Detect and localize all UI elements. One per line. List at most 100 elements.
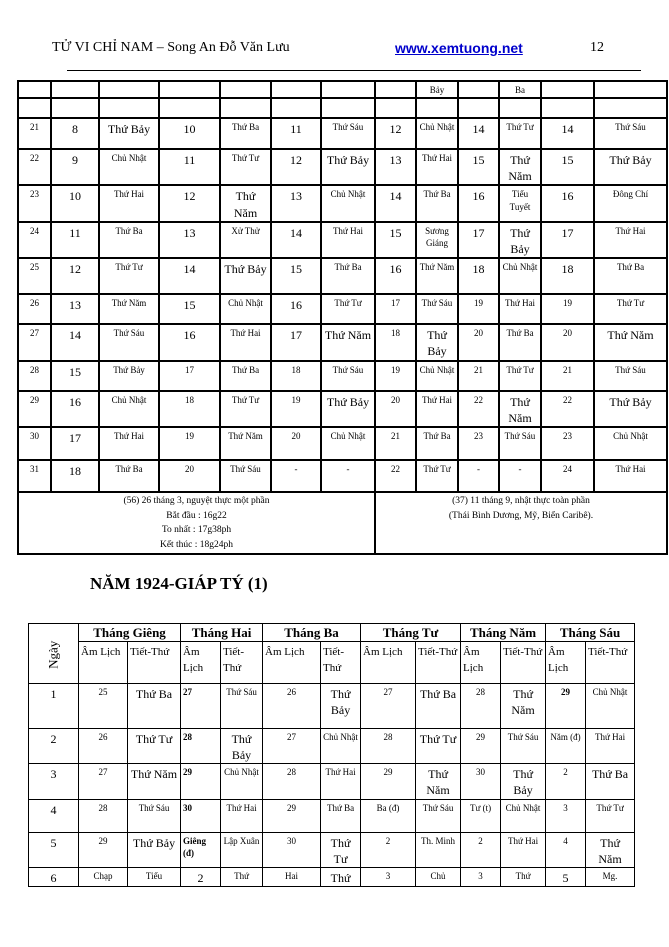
column-subheader: Âm Lịch [78,640,128,684]
table-cell [374,97,417,119]
table-cell: Chủ Nhật [593,425,668,461]
table-cell [17,80,52,99]
table-cell: Thứ Năm [498,147,542,187]
note-line: To nhất : 17g38ph [161,525,232,536]
table-cell: Thứ Tư [98,257,160,296]
table-cell: 11 [50,220,100,260]
table-cell: Thứ Hai [220,798,264,833]
table-cell: Thứ Bảy [415,323,459,362]
table-cell: Thứ Năm [585,831,636,869]
table-cell: Chủ Nhật [320,425,376,461]
table-cell: 23 [457,425,500,461]
table-cell: Thứ Bảy [126,831,182,869]
table-cell: 2 [545,763,587,800]
table-cell: Thứ Hai [593,220,668,260]
table-cell: Thứ Sáu [98,323,160,362]
table-cell: Thứ Tư [585,798,636,833]
table-cell: 18 [158,389,221,428]
table-cell [540,80,595,99]
table-cell: Thứ Ba [219,117,272,150]
table-cell: Chủ Nhật [98,389,160,428]
day-cell: 25 [17,257,52,296]
table-cell: Thứ Năm [415,257,459,296]
table-cell: Thứ Ba [126,682,182,729]
table-cell: Lập Xuân [220,831,264,869]
table-cell: 30 [180,798,222,833]
column-subheader: Âm Lịch [545,640,587,684]
table-cell: Thứ Ba [320,798,362,833]
table-cell: Thứ Tư [498,117,542,150]
eclipse-note-left: (56) 26 tháng 3, nguyệt thực một phần Bắt… [17,490,376,555]
table-cell: Giêng (đ) [180,831,222,869]
table-cell: Năm (đ) [545,727,587,765]
table-cell: 2 [360,831,417,869]
day-cell: 6 [28,866,79,888]
website-link[interactable]: www.xemtuong.net [395,40,523,56]
table-cell: 21 [457,359,500,392]
day-cell: 30 [17,425,52,461]
table-cell: Thứ Bảy [220,727,264,765]
table-cell: Bảy [415,80,459,99]
table-cell [457,80,500,99]
table-cell: 16 [540,184,595,223]
table-cell: 29 [360,763,417,800]
table-row: 27 14 Thứ Sáu 16 Thứ Hai 17 Thứ Năm 18 Thứ Bảy 20… [17,323,668,362]
table-cell: 13 [50,293,100,326]
table-cell: Thứ Bảy [320,389,376,428]
table-row: 25 12 Thứ Tư 14 Thứ Bảy 15 Thứ Ba 16 Thứ Năm 18 Ch… [17,257,668,296]
table-cell: Chủ Nhật [220,763,264,800]
table-cell: Thứ Năm [219,425,272,461]
calendar-table-continued: Bảy Ba 21 8 Thứ Bảy 10 Thứ Ba 11 Thứ Sáu 12 Chủ Nh… [17,80,668,555]
table-cell: 28 [262,763,322,800]
table-cell: Thứ Ba [98,220,160,260]
day-cell: 28 [17,359,52,392]
table-cell: 12 [50,257,100,296]
day-cell: 23 [17,184,52,223]
table-cell [17,97,52,119]
table-cell: 27 [78,763,128,800]
table-cell: - [498,458,542,493]
table-cell: 28 [460,682,502,729]
table-cell: Thứ Bảy [219,257,272,296]
table-cell: 9 [50,147,100,187]
table-cell: Chủ Nhật [219,293,272,326]
table-cell: Thứ Bảy [320,147,376,187]
table-cell: Thứ Sáu [498,425,542,461]
column-subheader: Tiết-Thứ [220,640,264,684]
table-row: 6 Chạp Tiểu 2 Thứ Hai Thứ 3 Chủ 3 Thứ 5 Mg. [28,866,636,888]
page-body: Bảy Ba 21 8 Thứ Bảy 10 Thứ Ba 11 Thứ Sáu 12 Chủ Nh… [0,80,669,888]
table-row: 5 29 Thứ Bảy Giêng (đ) Lập Xuân 30 Thứ Tư 2 Th. … [28,831,636,869]
table-cell [320,80,376,99]
header-rule [67,70,641,71]
table-cell: Thứ Sáu [415,798,462,833]
table-cell: 16 [374,257,417,296]
table-cell: 23 [540,425,595,461]
table-cell: 19 [457,293,500,326]
table-cell: 19 [270,389,322,428]
table-row: 4 28 Thứ Sáu 30 Thứ Hai 29 Thứ Ba Ba (đ) Thứ Sáu… [28,798,636,833]
table-cell: 26 [262,682,322,729]
eclipse-note-right: (37) 11 tháng 9, nhật thực toàn phần (Thá… [374,490,668,555]
column-subheader: Âm Lịch [180,640,222,684]
table-cell: 13 [158,220,221,260]
table-cell: Chủ Nhật [320,184,376,223]
table-cell: 15 [540,147,595,187]
table-cell: 20 [374,389,417,428]
table-cell: Thứ Ba [219,359,272,392]
table-cell: 12 [270,147,322,187]
table-cell [593,80,668,99]
table-cell: 25 [78,682,128,729]
month-header: Tháng Giêng [77,622,182,642]
table-cell: 8 [50,117,100,150]
table-cell: 15 [158,293,221,326]
table-cell: 18 [374,323,417,362]
table-cell: Tư (t) [460,798,502,833]
table-cell: Thứ Năm [498,389,542,428]
table-row: Bảy Ba [17,80,668,99]
table-cell: 30 [460,763,502,800]
table-cell: Thứ Tư [126,727,182,765]
table-cell: 16 [270,293,322,326]
table-row: 22 9 Chủ Nhật 11 Thứ Tư 12 Thứ Bảy 13 Thứ Hai 15 T… [17,147,668,187]
table-cell: 30 [262,831,322,869]
table-cell: 27 [262,727,322,765]
